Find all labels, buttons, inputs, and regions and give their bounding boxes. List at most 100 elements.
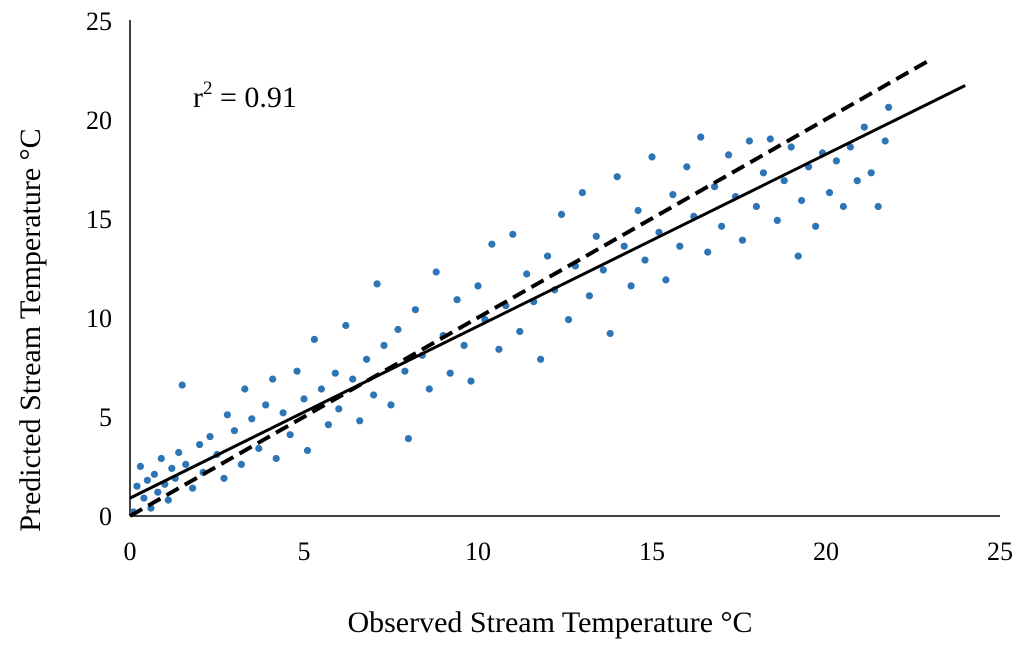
data-point: [509, 230, 517, 238]
data-point: [752, 202, 761, 211]
data-point: [223, 411, 231, 419]
data-point: [446, 369, 454, 377]
data-point: [206, 433, 214, 441]
data-point: [380, 341, 388, 349]
data-point: [627, 282, 635, 290]
data-point: [676, 242, 684, 250]
data-point: [759, 169, 768, 177]
y-tick-label: 25: [86, 7, 112, 36]
data-point: [303, 446, 312, 455]
data-point: [766, 135, 774, 143]
r-symbol: r: [193, 81, 203, 114]
data-point: [881, 137, 889, 145]
data-point: [885, 103, 893, 111]
data-point: [335, 405, 343, 413]
data-point: [425, 385, 433, 393]
r-squared-annotation: r2 = 0.91: [193, 78, 297, 114]
r-squared-value: 0.91: [244, 81, 297, 114]
data-point: [133, 482, 141, 490]
data-point: [867, 169, 875, 177]
data-point: [523, 270, 531, 278]
data-point: [846, 143, 855, 151]
data-point: [460, 341, 468, 349]
reference-lines: [129, 57, 966, 518]
data-point: [140, 494, 148, 502]
data-point: [711, 183, 719, 191]
data-point: [592, 232, 600, 240]
data-point: [683, 163, 691, 171]
data-point: [136, 462, 144, 470]
data-point: [544, 252, 552, 260]
data-point: [143, 476, 151, 484]
data-point: [241, 385, 249, 393]
data-point: [272, 454, 280, 463]
data-point: [832, 157, 841, 165]
data-point: [262, 401, 270, 409]
data-point: [557, 210, 566, 218]
data-point: [467, 377, 475, 385]
data-point: [853, 177, 861, 185]
x-tick-label: 15: [639, 537, 665, 566]
data-point: [331, 369, 339, 377]
data-point: [230, 427, 238, 435]
data-point: [189, 484, 197, 492]
data-point: [662, 276, 670, 284]
data-point: [150, 470, 158, 478]
data-point: [798, 196, 806, 205]
data-point: [394, 325, 402, 334]
y-tick-label: 20: [86, 106, 112, 135]
data-point: [356, 417, 364, 425]
data-point: [164, 496, 172, 504]
y-tick-label: 15: [86, 205, 112, 234]
data-point: [154, 488, 162, 496]
data-point: [613, 173, 621, 181]
data-point: [411, 306, 419, 314]
data-point: [634, 206, 642, 215]
data-point: [317, 385, 325, 393]
r-squared-superscript: 2: [203, 78, 213, 99]
data-point: [787, 143, 795, 151]
x-tick-label: 0: [124, 537, 137, 566]
data-point: [697, 133, 705, 141]
regression-line: [129, 84, 966, 500]
data-point: [564, 316, 573, 324]
data-point: [387, 401, 395, 409]
data-point: [269, 375, 277, 383]
data-point: [669, 191, 677, 199]
x-tick-label: 20: [813, 537, 839, 566]
data-point: [641, 256, 649, 264]
r-squared-equals: =: [213, 81, 245, 114]
x-tick-label: 25: [987, 537, 1013, 566]
data-point: [401, 367, 409, 375]
data-point: [704, 248, 712, 256]
data-point: [196, 441, 204, 449]
data-point: [860, 123, 868, 131]
data-point: [178, 381, 186, 389]
y-tick-label: 10: [86, 304, 112, 333]
data-point: [237, 460, 245, 468]
data-point: [220, 474, 228, 482]
data-point: [648, 153, 656, 161]
data-point: [474, 282, 482, 290]
data-point: [293, 367, 301, 375]
x-tick-label: 5: [298, 537, 311, 566]
data-point: [773, 216, 781, 224]
x-axis-title: Observed Stream Temperature °C: [347, 606, 752, 639]
data-point: [825, 189, 834, 197]
data-point: [349, 375, 357, 383]
y-tick-label: 0: [99, 502, 112, 531]
data-point: [310, 335, 318, 343]
data-point: [537, 355, 545, 363]
one-to-one-line: [129, 57, 932, 518]
data-point: [182, 460, 190, 468]
data-point: [453, 296, 461, 304]
data-point: [725, 151, 733, 159]
data-point: [839, 202, 848, 211]
data-point: [578, 189, 587, 197]
data-point: [404, 435, 412, 443]
data-point: [363, 355, 371, 363]
data-point: [279, 409, 287, 417]
data-point: [585, 292, 594, 300]
data-point: [175, 448, 183, 457]
data-point: [718, 222, 726, 230]
